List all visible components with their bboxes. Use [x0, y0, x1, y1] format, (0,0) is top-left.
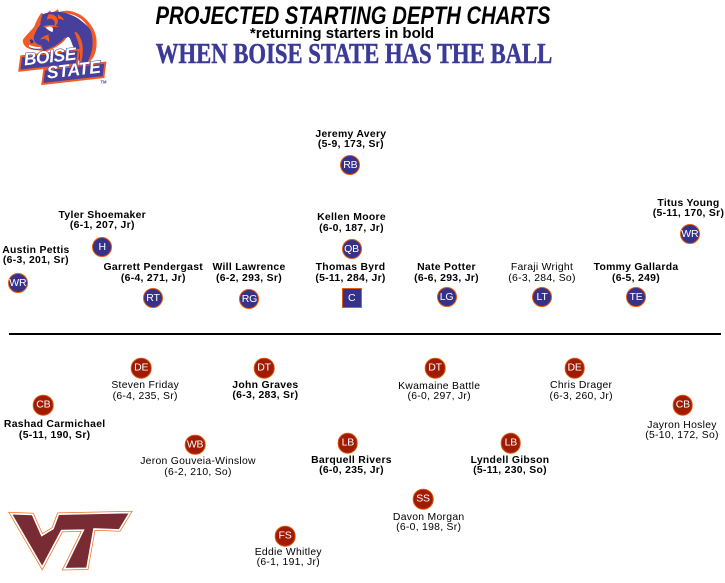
svg-text:TM: TM: [101, 80, 108, 85]
